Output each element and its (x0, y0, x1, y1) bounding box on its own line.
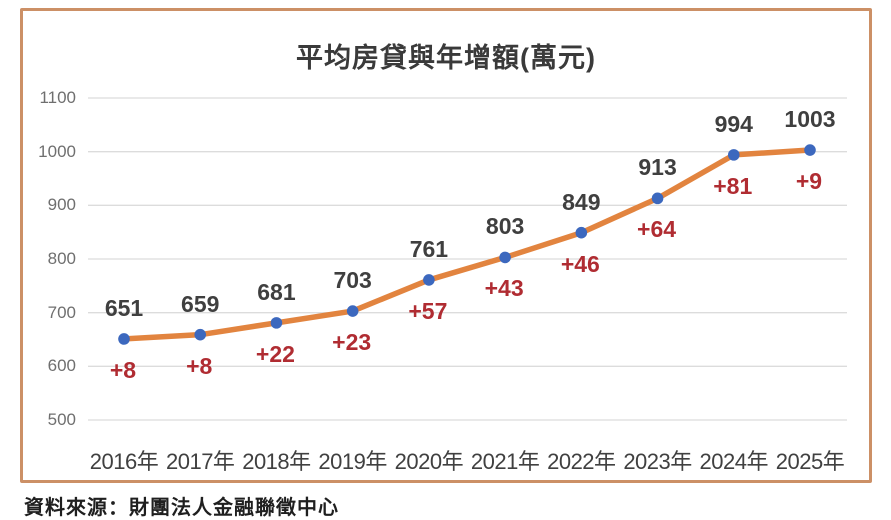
data-point-marker (804, 144, 816, 156)
value-label: 994 (714, 110, 753, 137)
annual-increase-label: +8 (186, 352, 213, 379)
data-point-marker (575, 226, 588, 239)
value-label: 803 (485, 213, 525, 240)
value-label: 849 (562, 188, 601, 215)
series-line (121, 147, 813, 342)
x-axis-tick-label: 2022年 (547, 449, 616, 474)
x-axis-tick-label: 2025年 (775, 449, 845, 474)
data-point-marker (194, 328, 207, 341)
data-point-marker (499, 251, 511, 264)
data-point-marker (423, 274, 435, 286)
x-axis-tick-label: 2021年 (470, 449, 540, 474)
x-axis-tick-label: 2019年 (318, 449, 387, 474)
x-axis-tick-label: 2016年 (89, 449, 159, 474)
chart-title: 平均房貸與年增額(萬元) (296, 43, 596, 73)
data-point-marker (270, 317, 283, 329)
y-axis-tick-label: 1000 (38, 141, 76, 161)
annual-increase-label: +43 (484, 275, 524, 302)
y-axis-tick-label: 600 (47, 356, 76, 376)
annual-increase-label: +22 (255, 340, 295, 367)
annual-increase-label: +57 (408, 297, 448, 324)
y-axis-tick-label: 800 (47, 249, 76, 268)
y-axis-tick-label: 700 (47, 302, 76, 322)
x-axis-tick-label: 2018年 (242, 449, 311, 474)
data-point-marker (118, 333, 130, 345)
y-axis-tick-label: 900 (47, 195, 76, 215)
data-point-marker (727, 149, 740, 161)
value-label: 761 (409, 235, 449, 262)
x-axis-tick-label: 2020年 (394, 449, 464, 474)
annual-increase-label: +81 (713, 172, 753, 199)
data-point-marker (651, 192, 664, 205)
x-axis-tick-label: 2017年 (165, 449, 235, 474)
value-label: 913 (638, 154, 677, 181)
value-label: 681 (257, 278, 296, 305)
annual-increase-label: +64 (637, 216, 677, 243)
value-label: 1003 (784, 106, 836, 133)
line-chart-plot (88, 97, 847, 421)
annual-increase-label: +23 (332, 329, 372, 356)
value-label: 703 (333, 267, 372, 294)
annual-increase-label: +9 (795, 168, 823, 195)
source-note: 資料來源：財團法人金融聯徵中心 (24, 497, 339, 519)
annual-increase-label: +8 (109, 356, 137, 383)
y-axis-tick-label: 1100 (39, 88, 76, 107)
data-point-marker (346, 305, 359, 317)
x-axis-tick-label: 2024年 (699, 449, 769, 474)
value-label: 651 (104, 294, 144, 321)
chart-border-frame (20, 8, 872, 483)
y-axis-tick-label: 500 (47, 410, 76, 429)
x-axis-tick-label: 2023年 (623, 449, 692, 474)
annual-increase-label: +46 (560, 250, 600, 277)
value-label: 659 (181, 290, 220, 317)
